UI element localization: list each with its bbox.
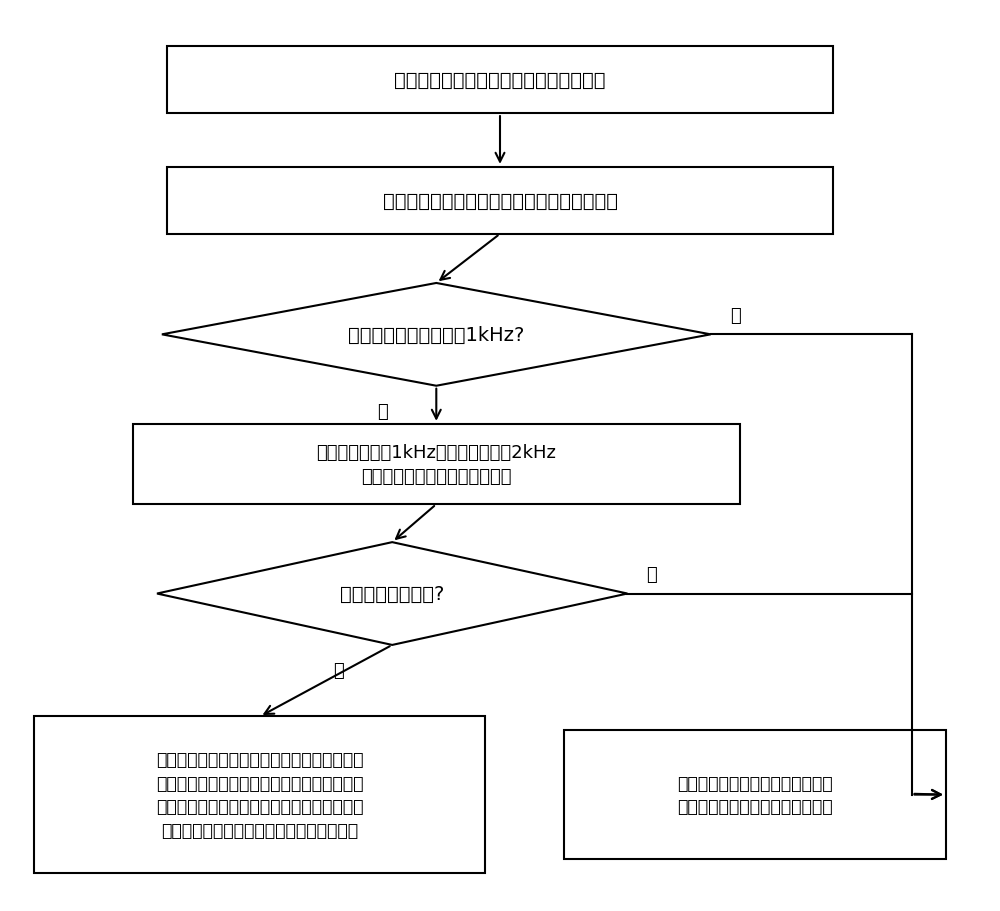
Text: 对交流电压信号进行傅里叶变换获取信号频谱: 对交流电压信号进行傅里叶变换获取信号频谱 — [382, 191, 618, 210]
Bar — [132, 425, 740, 505]
Text: 否: 否 — [730, 306, 741, 324]
Polygon shape — [162, 283, 711, 386]
Bar — [34, 717, 485, 873]
Text: 是: 是 — [377, 403, 388, 420]
Text: 采集传声器前置放大器出口交流电压信号: 采集传声器前置放大器出口交流电压信号 — [394, 71, 606, 90]
Text: 分别计算频谱中1kHz频率分量能量与2kHz
范围内各频率分量能量和的比值: 分别计算频谱中1kHz频率分量能量与2kHz 范围内各频率分量能量和的比值 — [316, 444, 556, 486]
Bar — [167, 168, 833, 234]
Text: 是: 是 — [333, 661, 344, 680]
Text: 否: 否 — [647, 565, 657, 583]
Text: 判断为非校准工作状态，噪声采集
装置主控制器继续采用原始灵敏度: 判断为非校准工作状态，噪声采集 装置主控制器继续采用原始灵敏度 — [677, 774, 833, 815]
Bar — [564, 730, 946, 859]
Text: 判断频谱中主频是否为1kHz?: 判断频谱中主频是否为1kHz? — [348, 325, 524, 344]
Bar — [167, 47, 833, 114]
Text: 判断此时为传声器灵敏度校准工作状态，传声
器前置放大器出口交流电压信号有效值则为该
传声器的最新灵敏度，噪声采集装置主控制器
存储最新灵敏度并用于电力设备声压级: 判断此时为传声器灵敏度校准工作状态，传声 器前置放大器出口交流电压信号有效值则为… — [156, 751, 364, 839]
Text: 比值大于预设阈值?: 比值大于预设阈值? — [340, 584, 444, 603]
Polygon shape — [157, 543, 627, 645]
